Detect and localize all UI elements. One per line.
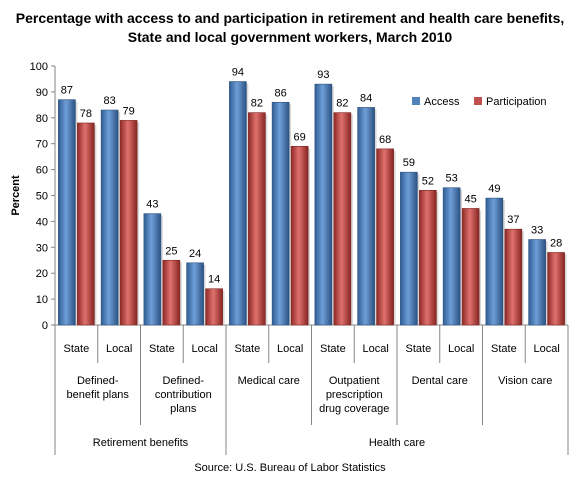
participation-value-label: 45 (465, 193, 477, 205)
y-tick-label: 10 (36, 294, 48, 306)
participation-value-label: 82 (336, 98, 348, 110)
source-note: Source: U.S. Bureau of Labor Statistics (194, 462, 386, 474)
participation-bar (419, 190, 437, 326)
category-label: Local (448, 343, 474, 355)
participation-bar (162, 259, 181, 326)
participation-bar (376, 148, 394, 326)
access-bar (229, 81, 247, 326)
access-bar (528, 239, 546, 326)
category-label: State (406, 343, 432, 355)
participation-bar (547, 252, 565, 326)
participation-value-label: 25 (165, 245, 177, 257)
benefit-group-label: Defined- (77, 375, 119, 387)
access-bar (58, 99, 76, 326)
benefit-group-label: Medical care (238, 375, 300, 387)
access-bar (186, 262, 204, 326)
top-group-label: Retirement benefits (93, 437, 189, 449)
y-tick-label: 80 (36, 113, 48, 125)
category-label: Local (191, 343, 217, 355)
category-label: State (64, 343, 90, 355)
access-value-label: 83 (104, 95, 116, 107)
access-value-label: 53 (446, 173, 458, 185)
y-tick-label: 0 (42, 320, 48, 332)
participation-value-label: 69 (294, 131, 306, 143)
access-value-label: 43 (146, 199, 158, 211)
participation-bar (205, 288, 223, 326)
legend-access-label: Access (424, 96, 460, 108)
benefit-group-label: contribution (155, 389, 212, 401)
legend-participation-label: Participation (486, 96, 547, 108)
y-tick-label: 20 (36, 268, 48, 280)
participation-value-label: 14 (208, 274, 220, 286)
y-tick-label: 60 (36, 165, 48, 177)
access-bar (357, 107, 375, 326)
access-value-label: 84 (360, 92, 372, 104)
access-value-label: 33 (531, 225, 543, 237)
category-label: Local (362, 343, 388, 355)
participation-bar (504, 228, 523, 326)
benefit-group-label: prescription (326, 389, 383, 401)
access-bar (400, 171, 418, 326)
access-bar (485, 197, 504, 326)
access-value-label: 86 (275, 87, 287, 99)
access-value-label: 24 (189, 248, 201, 260)
legend-access-swatch (412, 97, 420, 105)
access-bar (143, 213, 162, 326)
y-axis-title: Percent (10, 175, 22, 216)
category-label: Local (533, 343, 559, 355)
access-bar (100, 109, 119, 326)
top-group-label: Health care (369, 437, 425, 449)
access-bar (271, 101, 290, 326)
y-tick-label: 100 (30, 61, 48, 73)
category-label: Local (277, 343, 303, 355)
benefit-group-label: benefit plans (67, 389, 130, 401)
access-value-label: 59 (403, 157, 415, 169)
chart-title-line-2: State and local government workers, Marc… (127, 29, 453, 45)
category-label: State (320, 343, 346, 355)
access-value-label: 87 (61, 85, 73, 97)
participation-value-label: 28 (550, 237, 562, 249)
access-value-label: 49 (488, 183, 500, 195)
y-tick-label: 30 (36, 242, 48, 254)
y-tick-label: 40 (36, 216, 48, 228)
participation-bar (333, 112, 352, 326)
participation-value-label: 78 (80, 108, 92, 120)
legend-participation-swatch (474, 97, 482, 105)
participation-bar (77, 122, 95, 326)
participation-value-label: 79 (123, 105, 135, 117)
participation-value-label: 82 (251, 98, 263, 110)
access-value-label: 93 (317, 69, 329, 81)
chart-title-line-1: Percentage with access to and participat… (15, 10, 565, 26)
y-tick-label: 90 (36, 87, 48, 99)
y-tick-label: 70 (36, 139, 48, 151)
participation-value-label: 52 (422, 175, 434, 187)
access-bar (314, 83, 333, 326)
category-label: Local (106, 343, 132, 355)
participation-bar (248, 112, 266, 326)
category-label: State (149, 343, 175, 355)
benefit-group-label: Outpatient (329, 375, 380, 387)
participation-bar (119, 120, 138, 326)
y-tick-label: 50 (36, 191, 48, 203)
benefit-group-label: plans (170, 403, 197, 415)
participation-value-label: 68 (379, 134, 391, 146)
participation-bar (290, 145, 309, 326)
category-label: State (235, 343, 261, 355)
benefit-group-label: Vision care (498, 375, 552, 387)
benefit-group-label: Defined- (162, 375, 204, 387)
benefit-group-label: drug coverage (319, 403, 389, 415)
category-label: State (491, 343, 517, 355)
participation-value-label: 37 (507, 214, 519, 226)
access-value-label: 94 (232, 67, 244, 79)
access-bar (442, 187, 461, 326)
benefit-group-label: Dental care (412, 375, 468, 387)
participation-bar (461, 208, 480, 326)
legend: Access Participation (412, 96, 547, 108)
